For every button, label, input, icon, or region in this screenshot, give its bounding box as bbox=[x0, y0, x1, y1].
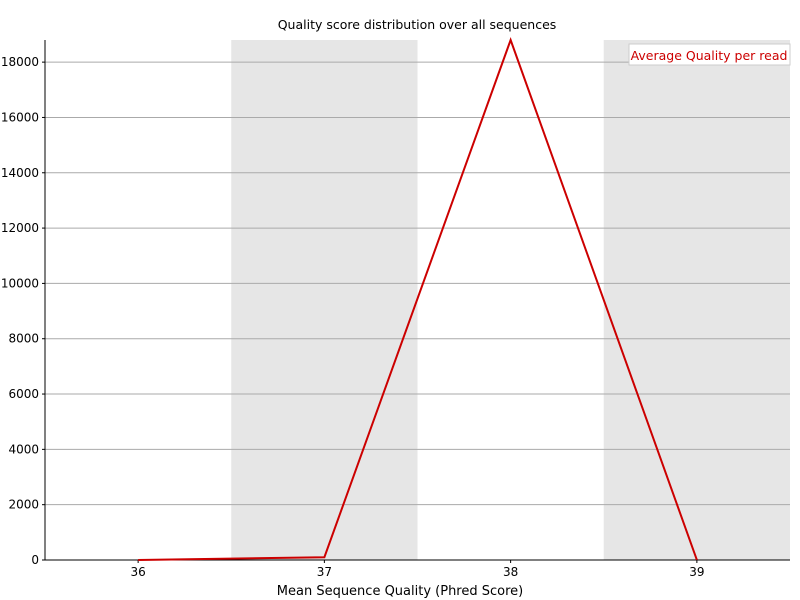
y-tick-label: 10000 bbox=[1, 276, 39, 290]
background-band bbox=[417, 40, 604, 560]
grid-lines bbox=[45, 61, 790, 506]
background-band bbox=[45, 40, 232, 560]
x-tick-label: 36 bbox=[130, 565, 145, 579]
background-band bbox=[231, 40, 418, 560]
y-tick-label: 2000 bbox=[8, 498, 39, 512]
y-tick-label: 4000 bbox=[8, 442, 39, 456]
x-tick-label: 37 bbox=[317, 565, 332, 579]
series-line bbox=[138, 37, 698, 561]
background-band bbox=[603, 40, 790, 560]
y-tick-labels: 0 2000 4000 6000 8000 10000 12000 14000 16000 180… bbox=[1, 55, 45, 567]
x-axis-title: Mean Sequence Quality (Phred Score) bbox=[277, 584, 523, 599]
x-tick-label: 38 bbox=[503, 565, 518, 579]
x-tick-labels: 36 37 38 39 bbox=[130, 560, 705, 579]
y-tick-label: 16000 bbox=[1, 110, 39, 124]
y-tick-label: 14000 bbox=[1, 166, 39, 180]
background-bands bbox=[45, 40, 790, 560]
y-tick-label: 8000 bbox=[8, 332, 39, 346]
y-tick-label: 18000 bbox=[1, 55, 39, 69]
legend-box bbox=[628, 43, 791, 66]
x-tick-label: 39 bbox=[689, 565, 704, 579]
legend-label: Average Quality per read bbox=[631, 48, 788, 63]
y-tick-label: 6000 bbox=[8, 387, 39, 401]
series-lines bbox=[138, 37, 698, 561]
y-tick-label: 12000 bbox=[1, 221, 39, 235]
legend: Average Quality per read bbox=[628, 43, 791, 66]
chart-title: Quality score distribution over all sequ… bbox=[278, 17, 557, 32]
y-tick-label: 0 bbox=[31, 553, 39, 567]
